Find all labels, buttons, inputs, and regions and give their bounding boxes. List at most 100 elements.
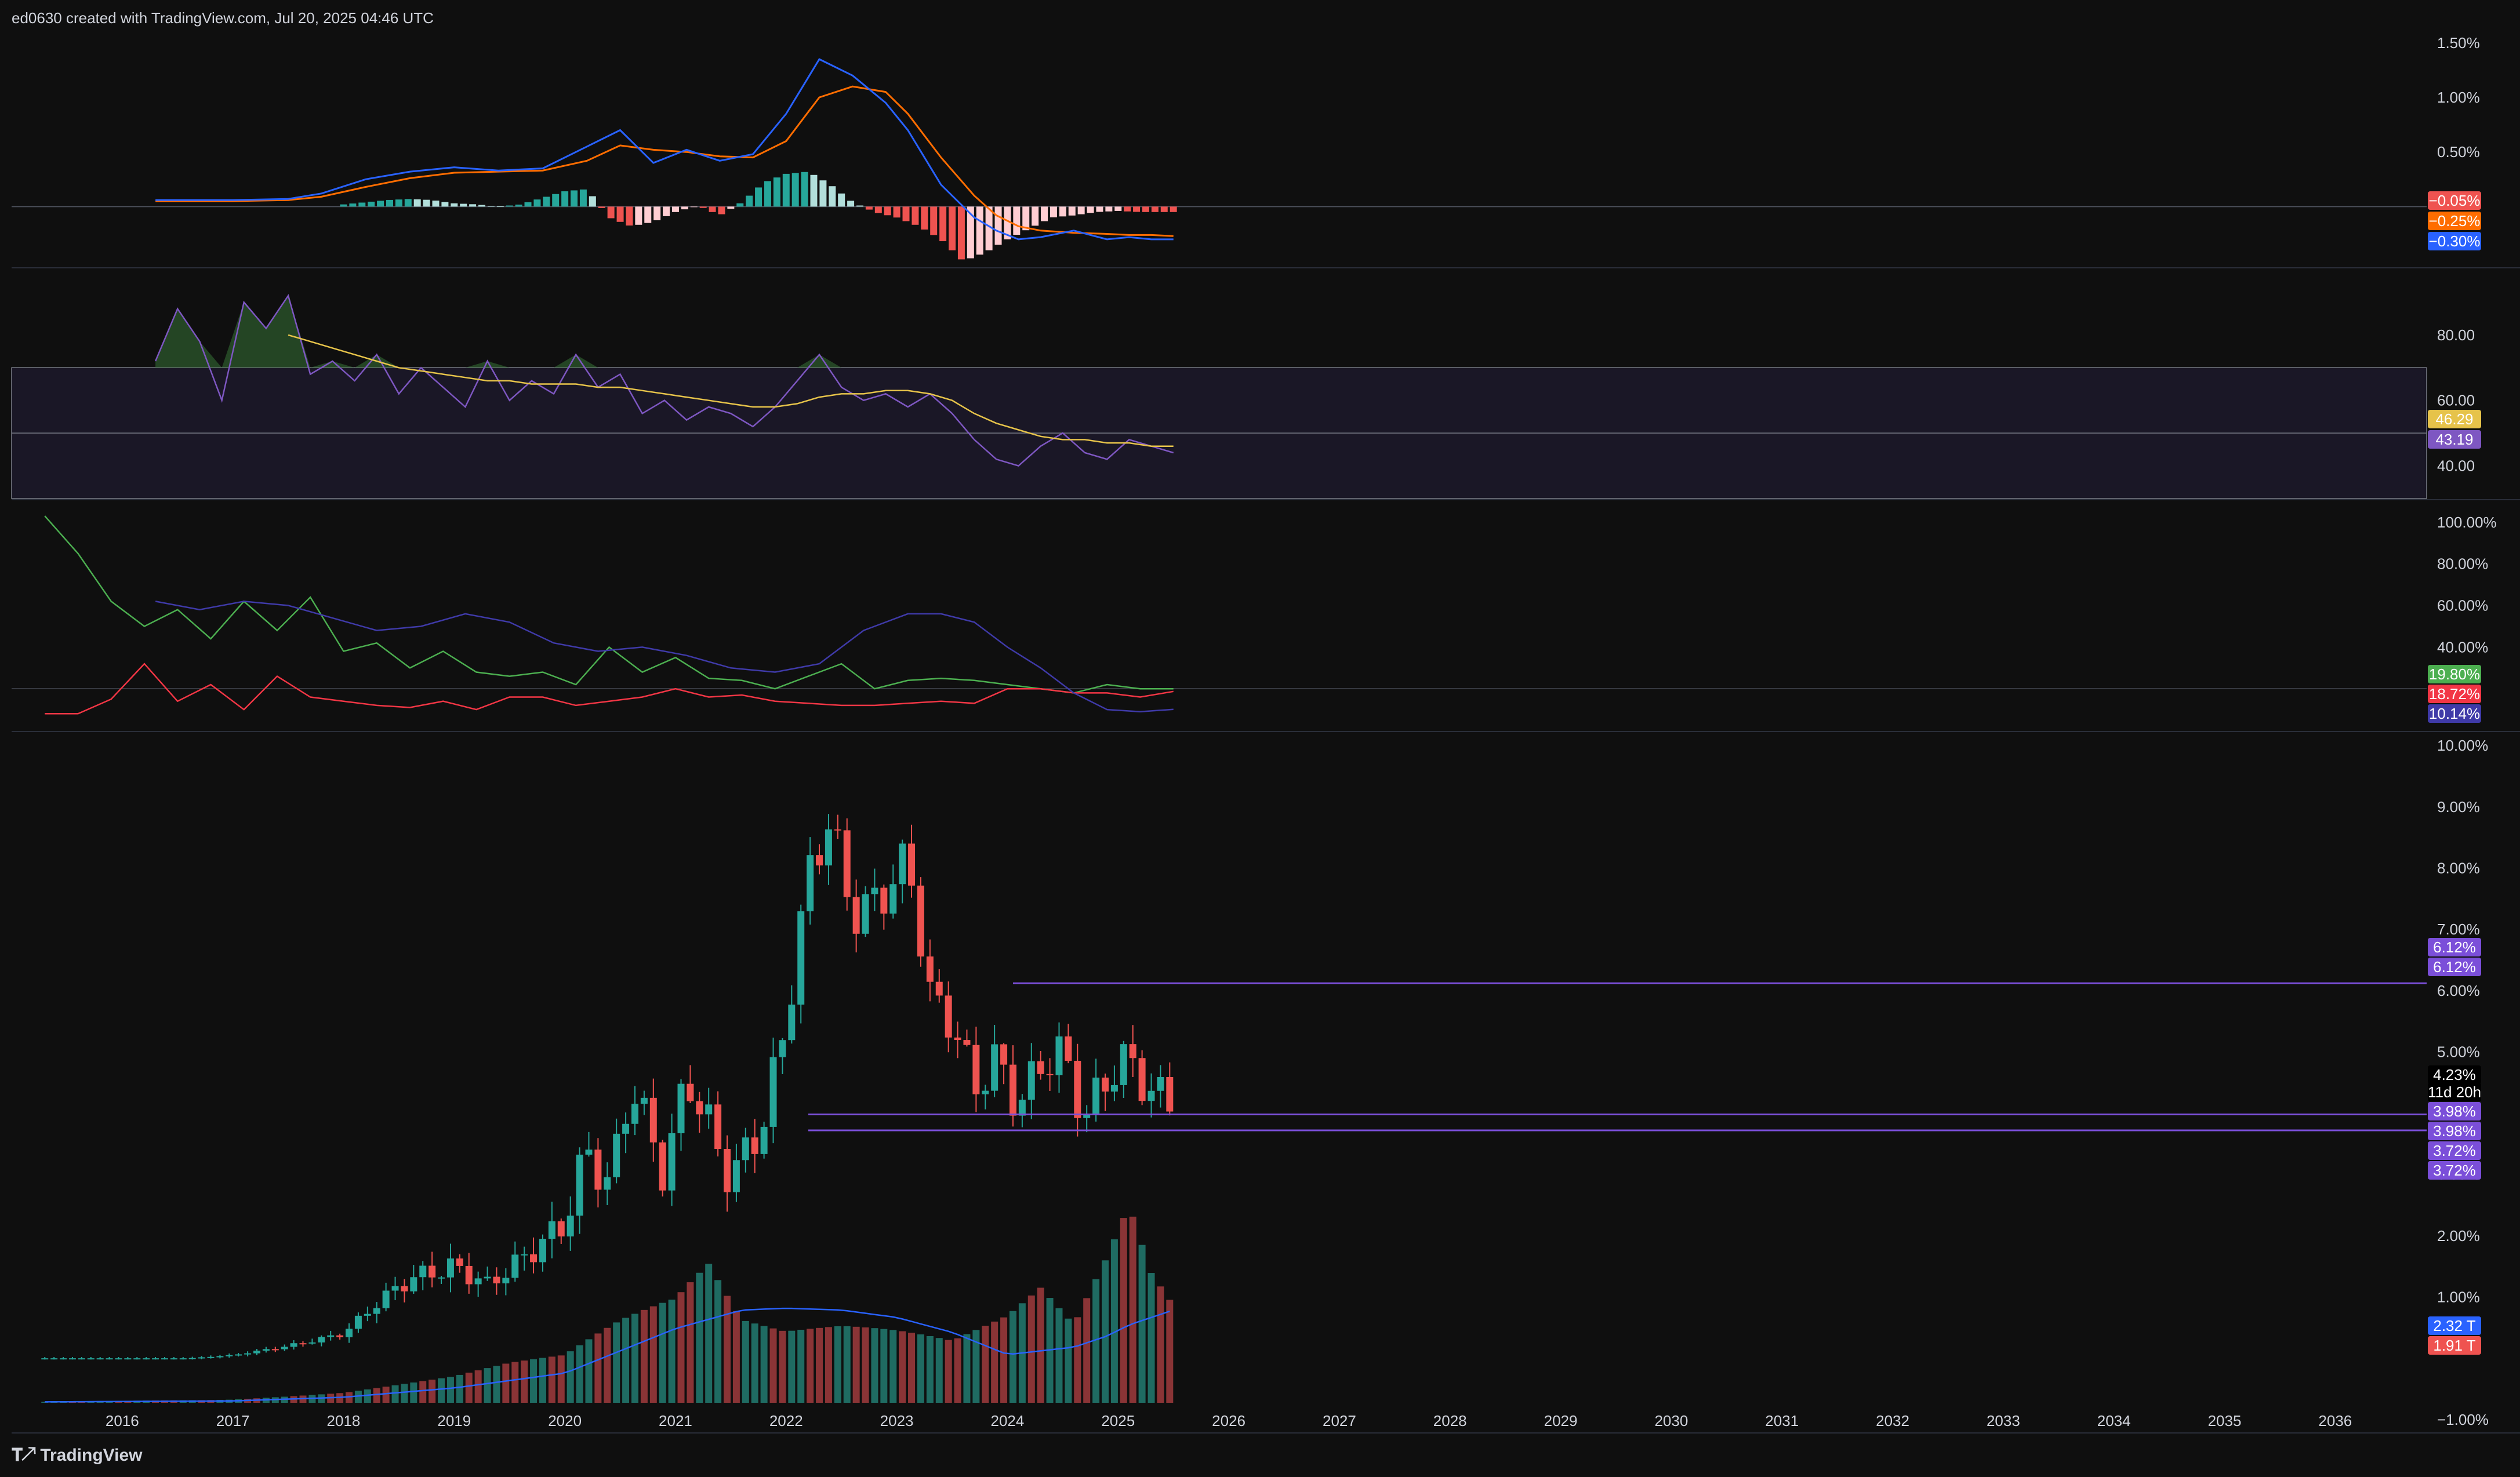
- volume-bar[interactable]: [539, 1358, 546, 1403]
- candle[interactable]: [419, 1265, 427, 1278]
- candle[interactable]: [871, 887, 878, 894]
- macd-histogram-bar[interactable]: [1170, 206, 1177, 212]
- macd-histogram-bar[interactable]: [1151, 206, 1159, 212]
- volume-bar[interactable]: [1074, 1317, 1081, 1403]
- macd-histogram-bar[interactable]: [782, 173, 790, 207]
- macd-histogram-bar[interactable]: [1059, 206, 1066, 217]
- volume-bar[interactable]: [935, 1338, 943, 1403]
- volume-bar[interactable]: [972, 1330, 980, 1403]
- volume-bar[interactable]: [1157, 1286, 1164, 1403]
- candle[interactable]: [705, 1104, 713, 1115]
- candle[interactable]: [567, 1216, 574, 1237]
- volume-bar[interactable]: [585, 1339, 593, 1403]
- candle[interactable]: [724, 1149, 731, 1192]
- volume-bar[interactable]: [1110, 1239, 1118, 1403]
- candle[interactable]: [908, 843, 916, 886]
- macd-histogram-bar[interactable]: [736, 203, 744, 207]
- candle[interactable]: [788, 1005, 796, 1041]
- candle[interactable]: [179, 1358, 187, 1360]
- volume-bar[interactable]: [1120, 1218, 1127, 1403]
- price-pane[interactable]: [41, 814, 2427, 1403]
- candle[interactable]: [41, 1358, 49, 1360]
- candle[interactable]: [677, 1083, 685, 1133]
- candle[interactable]: [502, 1278, 510, 1283]
- candle[interactable]: [327, 1335, 335, 1337]
- volume-bar[interactable]: [530, 1359, 538, 1403]
- volume-bar[interactable]: [446, 1377, 454, 1403]
- macd-histogram-bar[interactable]: [1022, 206, 1030, 231]
- volume-bar[interactable]: [834, 1326, 841, 1403]
- volume-bar[interactable]: [788, 1330, 796, 1403]
- macd-histogram-bar[interactable]: [1032, 206, 1039, 226]
- macd-pane[interactable]: [12, 58, 2427, 260]
- candle[interactable]: [161, 1358, 168, 1360]
- candle[interactable]: [106, 1358, 113, 1360]
- candle[interactable]: [354, 1315, 362, 1329]
- volume-bar[interactable]: [1101, 1260, 1109, 1403]
- candle[interactable]: [963, 1040, 971, 1045]
- macd-histogram-bar[interactable]: [1050, 206, 1057, 217]
- candle[interactable]: [972, 1045, 980, 1094]
- volume-bar[interactable]: [982, 1326, 989, 1403]
- macd-histogram-bar[interactable]: [607, 206, 615, 219]
- candle[interactable]: [262, 1349, 270, 1351]
- macd-histogram-bar[interactable]: [451, 203, 458, 207]
- candle[interactable]: [188, 1358, 196, 1359]
- volume-bar[interactable]: [742, 1320, 749, 1403]
- macd-histogram-bar[interactable]: [496, 206, 504, 208]
- macd-histogram-bar[interactable]: [395, 199, 402, 207]
- candle[interactable]: [576, 1154, 583, 1216]
- volume-bar[interactable]: [391, 1385, 399, 1403]
- macd-histogram-bar[interactable]: [460, 203, 467, 207]
- volume-bar[interactable]: [429, 1380, 436, 1403]
- candle[interactable]: [521, 1254, 528, 1256]
- candle[interactable]: [594, 1149, 602, 1190]
- candle[interactable]: [1065, 1036, 1072, 1061]
- candle[interactable]: [1018, 1100, 1026, 1116]
- volume-bar[interactable]: [843, 1326, 851, 1403]
- macd-histogram-bar[interactable]: [663, 206, 670, 216]
- candle[interactable]: [78, 1358, 85, 1360]
- macd-histogram-bar[interactable]: [1124, 206, 1131, 212]
- macd-histogram-bar[interactable]: [884, 206, 891, 216]
- candle[interactable]: [613, 1133, 620, 1177]
- candle[interactable]: [539, 1239, 546, 1263]
- macd-histogram-bar[interactable]: [1013, 206, 1021, 235]
- volume-bar[interactable]: [1129, 1216, 1136, 1403]
- candle[interactable]: [797, 911, 805, 1005]
- macd-histogram-bar[interactable]: [718, 206, 725, 214]
- candle[interactable]: [68, 1358, 76, 1360]
- candle[interactable]: [926, 956, 934, 982]
- candle[interactable]: [1148, 1090, 1155, 1101]
- candle[interactable]: [198, 1357, 205, 1359]
- macd-histogram-bar[interactable]: [810, 174, 818, 207]
- volume-bar[interactable]: [724, 1296, 731, 1403]
- macd-histogram-bar[interactable]: [939, 206, 947, 242]
- candle[interactable]: [1027, 1061, 1035, 1100]
- candle[interactable]: [1000, 1044, 1008, 1065]
- candle[interactable]: [484, 1276, 491, 1279]
- volume-bar[interactable]: [640, 1309, 648, 1403]
- candle[interactable]: [889, 884, 897, 914]
- candle[interactable]: [50, 1358, 58, 1360]
- macd-histogram-bar[interactable]: [561, 191, 569, 207]
- macd-histogram-bar[interactable]: [893, 206, 900, 218]
- candle[interactable]: [696, 1101, 703, 1115]
- dominance-series-line[interactable]: [45, 663, 1174, 715]
- macd-histogram-bar[interactable]: [644, 206, 652, 223]
- price-axis[interactable]: 1.50% 1.00% 0.50% −0.05% −0.25% −0.30% 80.00 60…: [2428, 34, 2497, 1428]
- macd-histogram-bar[interactable]: [819, 180, 827, 207]
- volume-bar[interactable]: [797, 1329, 805, 1403]
- candle[interactable]: [244, 1353, 252, 1355]
- candle[interactable]: [917, 885, 924, 957]
- candle[interactable]: [429, 1265, 436, 1278]
- macd-histogram-bar[interactable]: [404, 199, 412, 207]
- volume-bar[interactable]: [659, 1303, 666, 1403]
- macd-histogram-bar[interactable]: [506, 205, 513, 207]
- macd-histogram-bar[interactable]: [1087, 206, 1094, 213]
- volume-bar[interactable]: [1166, 1300, 1174, 1403]
- candle[interactable]: [1046, 1074, 1054, 1075]
- volume-bar[interactable]: [917, 1334, 924, 1403]
- candle[interactable]: [446, 1258, 454, 1278]
- candle[interactable]: [401, 1286, 408, 1292]
